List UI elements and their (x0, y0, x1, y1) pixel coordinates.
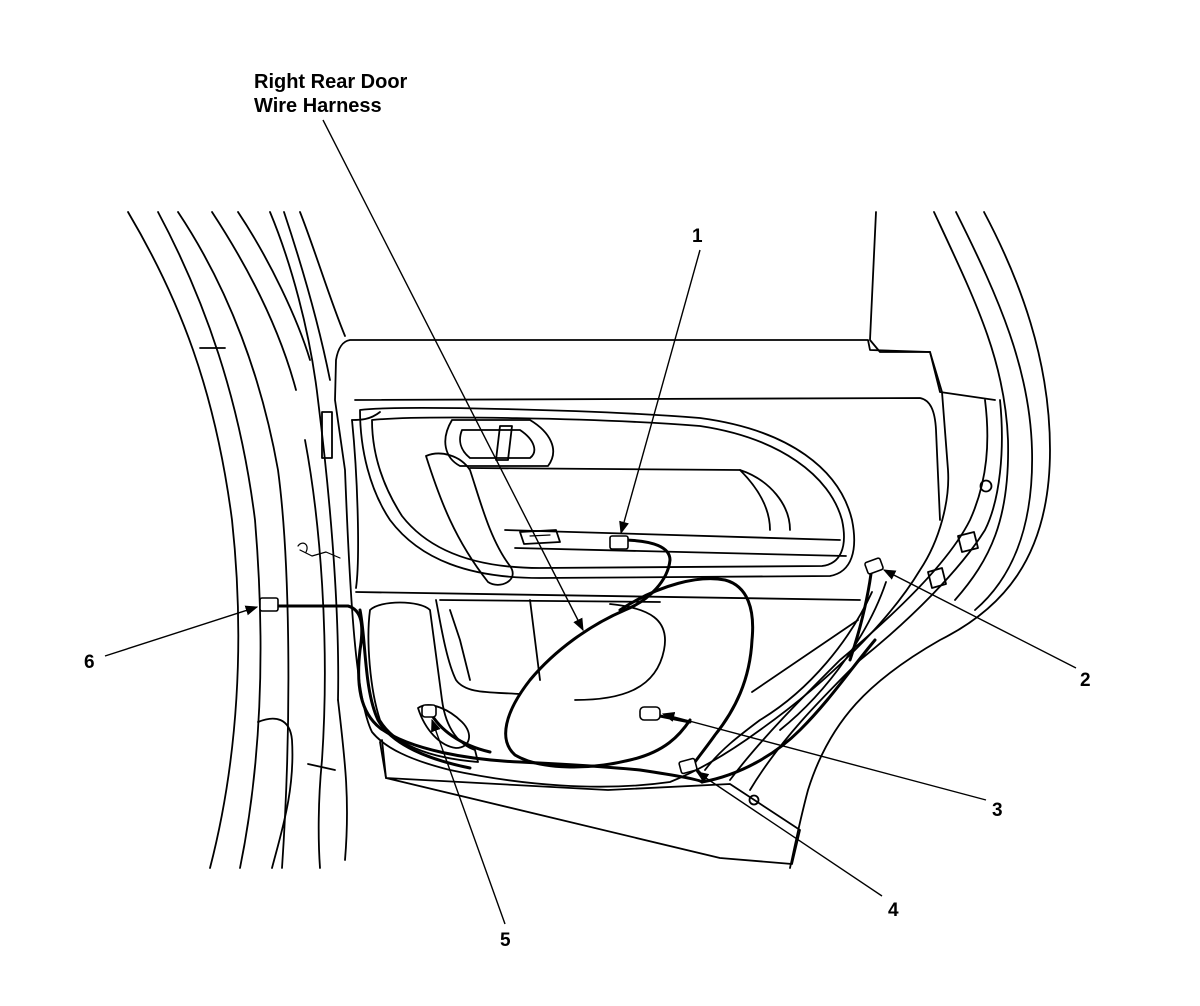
leader-lines (104, 119, 1077, 925)
connector-1 (609, 535, 629, 550)
left-body-pillar (127, 211, 348, 869)
leader-6 (104, 605, 259, 657)
leader-3 (661, 712, 987, 801)
connectors (259, 535, 884, 775)
callout-6: 6 (84, 652, 95, 673)
leader-title (322, 119, 584, 632)
connector-6 (259, 597, 279, 612)
callout-5: 5 (500, 930, 511, 951)
door-trim-panel (334, 339, 950, 865)
harness-title-line2: Wire Harness (254, 95, 382, 117)
connector-4 (678, 757, 698, 775)
connector-3 (639, 706, 661, 721)
leader-5 (431, 718, 506, 925)
connector-5 (421, 704, 437, 718)
leader-2 (882, 569, 1077, 669)
callout-3: 3 (992, 800, 1003, 821)
callout-2: 2 (1080, 670, 1091, 691)
leader-1 (619, 249, 701, 535)
leader-4 (695, 771, 883, 897)
harness-title-line1: Right Rear Door (254, 71, 408, 93)
callout-4: 4 (888, 900, 899, 921)
connector-2 (864, 557, 884, 575)
callout-1: 1 (692, 226, 703, 247)
right-body-pillar (704, 211, 1051, 869)
